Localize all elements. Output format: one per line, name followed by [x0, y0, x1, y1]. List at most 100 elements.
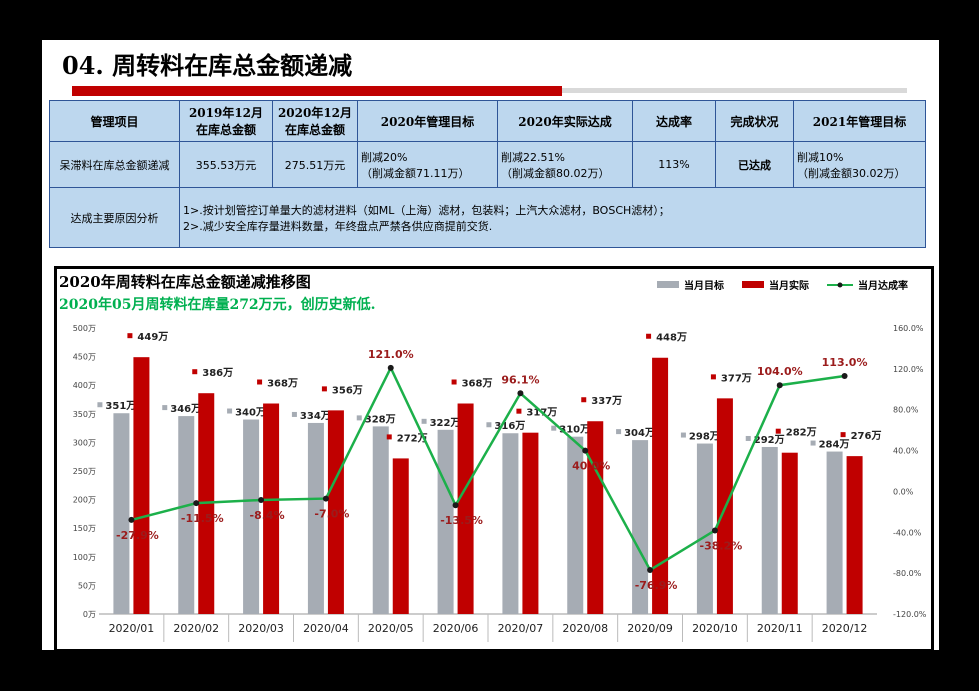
- data-label-target: 284万: [819, 439, 850, 451]
- y-left-tick-label: 400万: [73, 381, 96, 390]
- chart-plot: 0万 50万 100万 150万 200万 250万 300万 350万 400万 450万 500…: [73, 324, 927, 642]
- page-title: 04. 周转料在库总金额递减: [62, 51, 353, 80]
- y-right-tick-label: 0.0%: [893, 487, 914, 496]
- header-cell: 2020年12月 在库总金额: [272, 100, 358, 142]
- legend-label: 当月实际: [769, 281, 809, 292]
- legend-line-swatch: [827, 282, 853, 287]
- bar-target: [761, 446, 778, 614]
- y-left-tick-label: 500万: [73, 324, 96, 333]
- data-label-target: 304万: [624, 427, 655, 439]
- data-label-actual: 386万: [202, 367, 233, 379]
- y-left-tick-label: 0万: [83, 610, 96, 619]
- label-marker-target: [162, 405, 168, 411]
- y-left-tick-label: 100万: [73, 553, 96, 562]
- bar-target: [502, 433, 519, 614]
- x-tick-label: 2020/09: [627, 622, 673, 635]
- y-right-tick-label: 160.0%: [893, 324, 924, 333]
- data-label-actual: 449万: [137, 331, 168, 343]
- rate-data-label: -27.9%: [116, 529, 159, 542]
- rate-data-label: -7.0%: [314, 508, 349, 521]
- rate-point: [776, 382, 783, 389]
- data-label-actual: 337万: [591, 395, 622, 407]
- actual-line2: （削减金额80.02万）: [501, 166, 610, 180]
- legend-item-rate: 当月达成率: [827, 277, 908, 292]
- label-marker-actual: [710, 374, 716, 380]
- target-line2: （削减金额71.11万）: [361, 166, 470, 180]
- bar-target: [372, 426, 389, 614]
- value-2020: 275.51万元: [272, 141, 358, 188]
- bar-actual: [457, 403, 474, 614]
- rate-data-label: -38.2%: [700, 539, 743, 552]
- data-label-actual: 368万: [462, 378, 493, 390]
- label-marker-actual: [840, 432, 846, 438]
- data-label-target: 298万: [689, 431, 720, 443]
- label-marker-actual: [451, 379, 457, 385]
- label-marker-target: [291, 411, 297, 417]
- label-marker-actual: [192, 369, 198, 375]
- x-tick-label: 2020/02: [173, 622, 219, 635]
- y-left-tick-label: 200万: [73, 496, 96, 505]
- data-label-actual: 276万: [851, 430, 882, 442]
- x-tick-label: 2020/04: [303, 622, 349, 635]
- target-2021: 削减10% （削减金额30.02万）: [793, 141, 926, 188]
- data-label-target: 328万: [365, 413, 396, 425]
- label-marker-actual: [257, 379, 263, 385]
- y-left-tick-label: 300万: [73, 438, 96, 447]
- data-label-target: 351万: [105, 400, 136, 412]
- rate-data-label: -76.9%: [635, 579, 678, 592]
- x-tick-label: 2020/08: [562, 622, 608, 635]
- row-item-name: 呆滞料在库总金额递减: [49, 141, 180, 188]
- rate-line: [131, 364, 845, 572]
- data-label-target: 340万: [235, 407, 266, 419]
- label-marker-target: [356, 415, 362, 421]
- bar-target: [178, 416, 195, 614]
- data-label-target: 346万: [170, 403, 201, 415]
- actual-line1: 削减22.51%: [501, 150, 565, 164]
- title-underline-gray: [562, 88, 907, 93]
- label-marker-actual: [646, 333, 652, 339]
- rate-point: [128, 516, 135, 523]
- chart-title: 2020年周转料在库总金额递减推移图: [59, 273, 311, 291]
- rate-data-label: 104.0%: [757, 365, 803, 378]
- bar-actual: [263, 403, 280, 614]
- table-row: 达成主要原因分析 1>.按计划管控订单量大的滤材进料（如ML（上海）滤材，包装料…: [49, 187, 926, 248]
- chart-subtitle: 2020年05月周转料在库量272万元，创历史新低.: [59, 297, 376, 313]
- next-line2: （削减金额30.02万）: [797, 166, 906, 180]
- bar-target: [243, 419, 260, 614]
- header-cell: 达成率: [632, 100, 716, 142]
- target-line1: 削减20%: [361, 150, 408, 164]
- data-label-actual: 282万: [786, 427, 817, 439]
- bar-actual: [781, 452, 798, 614]
- legend-swatch: [742, 281, 764, 288]
- data-label-actual: 356万: [332, 384, 363, 396]
- rate-data-label: 121.0%: [368, 348, 414, 361]
- y-left-tick-label: 250万: [73, 467, 96, 476]
- rate-point: [387, 364, 394, 371]
- bar-target: [696, 443, 713, 614]
- y-left-tick-label: 350万: [73, 410, 96, 419]
- label-marker-target: [680, 432, 686, 438]
- rate-data-label: -8.4%: [250, 509, 285, 522]
- rate-point: [258, 497, 265, 504]
- legend-label: 当月目标: [684, 281, 724, 292]
- header-cell: 完成状况: [715, 100, 794, 142]
- data-label-actual: 377万: [721, 372, 752, 384]
- title-underline-red: [72, 86, 562, 96]
- value-2019: 355.53万元: [179, 141, 273, 188]
- data-label-target: 322万: [430, 417, 461, 429]
- rate-point: [193, 500, 200, 507]
- rate-data-label: 40.0%: [572, 460, 610, 473]
- data-label-actual: 368万: [267, 378, 298, 390]
- rate-point: [582, 447, 589, 454]
- rate-point: [517, 390, 524, 397]
- y-right-tick-label: 120.0%: [893, 365, 924, 374]
- label-marker-actual: [386, 434, 392, 440]
- status-badge: 已达成: [715, 141, 794, 188]
- bar-actual: [133, 357, 150, 614]
- data-label-target: 292万: [754, 434, 785, 446]
- x-tick-label: 2020/11: [757, 622, 803, 635]
- rate-point: [647, 566, 654, 573]
- label-marker-target: [97, 402, 103, 408]
- y-left-tick-label: 150万: [73, 524, 96, 533]
- label-marker-actual: [321, 386, 327, 392]
